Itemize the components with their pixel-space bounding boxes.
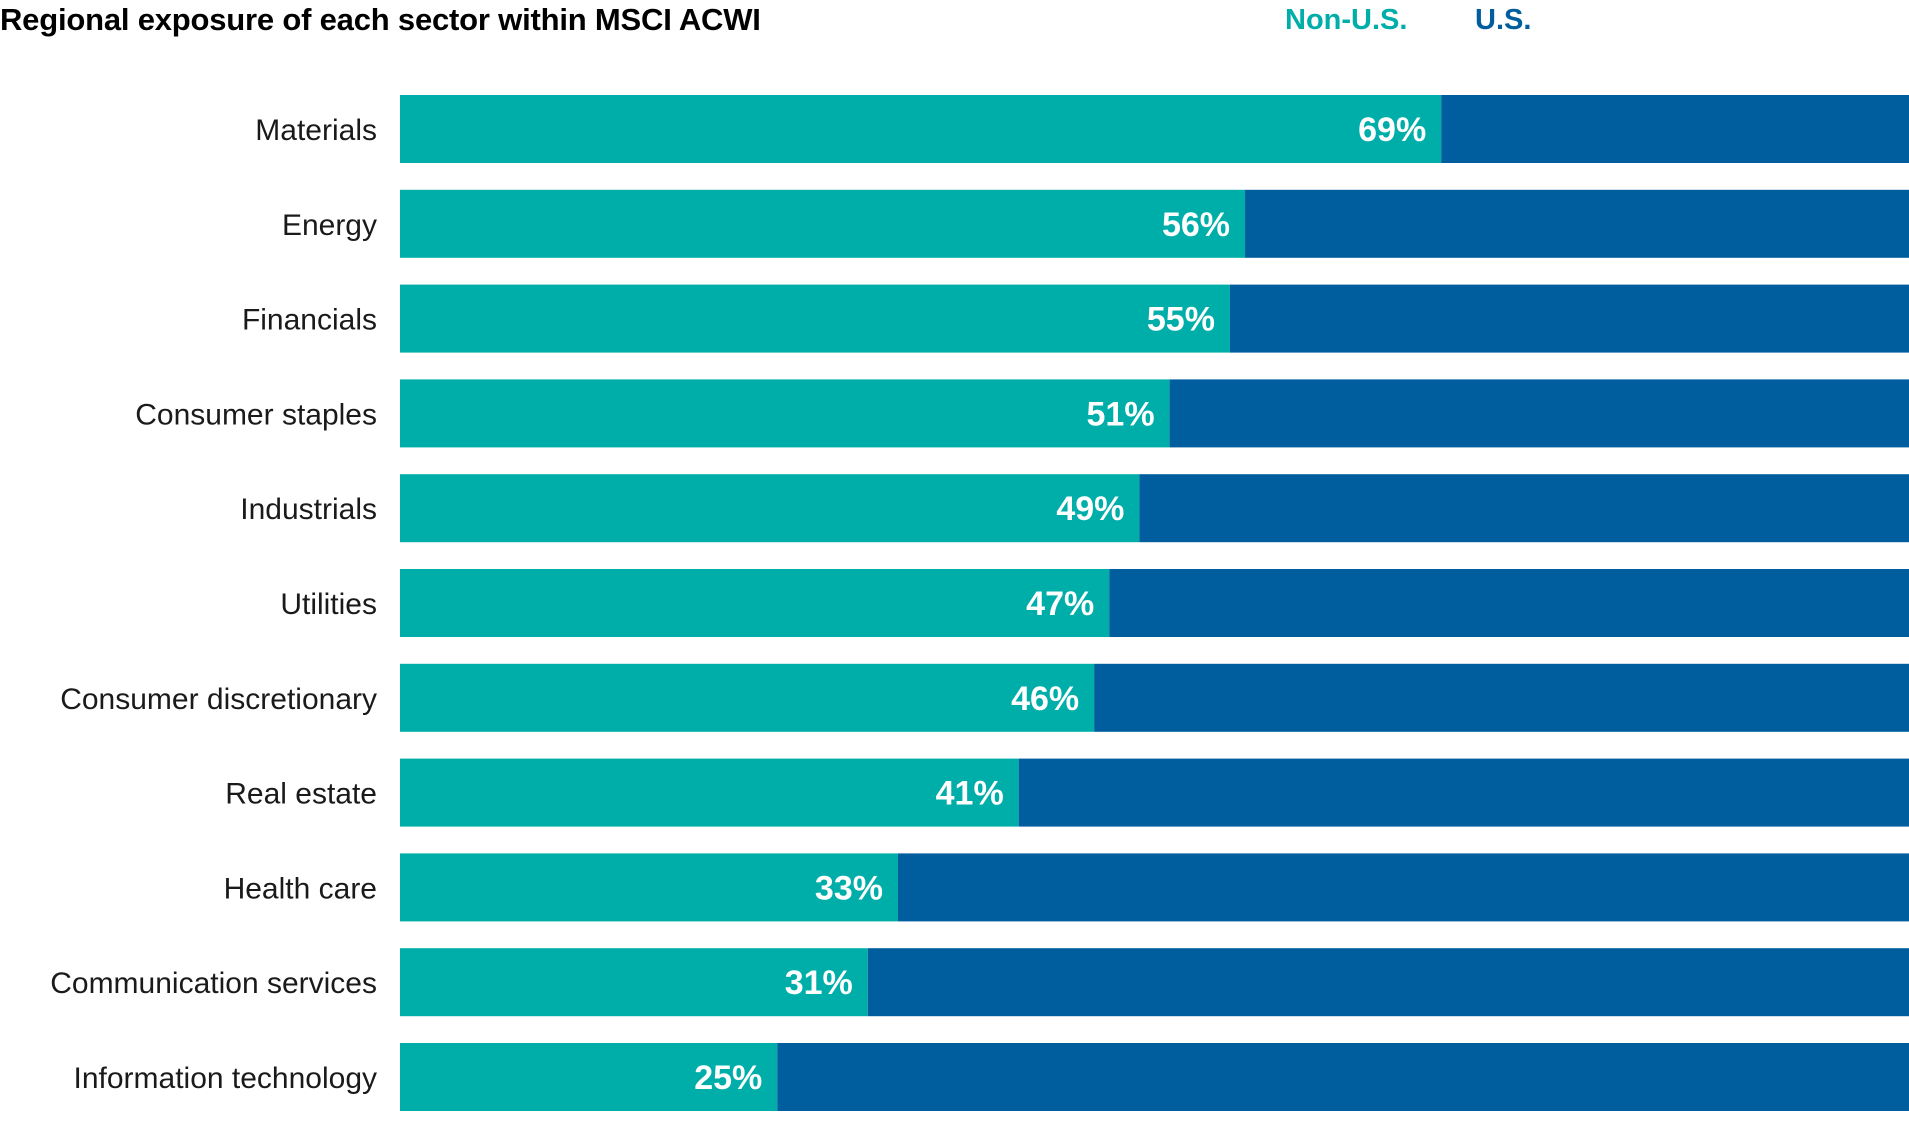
- bar-us: [1245, 189, 1909, 258]
- category-label: Utilities: [280, 588, 377, 621]
- category-label: Financials: [242, 304, 377, 337]
- bar-value-label: 69%: [1358, 111, 1426, 149]
- bar-non-us: [400, 1043, 778, 1111]
- bar-non-us: [400, 189, 1246, 258]
- bar-value-label: 55%: [1147, 301, 1215, 339]
- bar-value-label: 47%: [1026, 585, 1094, 623]
- category-label: Consumer staples: [135, 398, 377, 431]
- bar-us: [1441, 95, 1909, 163]
- bar-us: [897, 853, 1909, 922]
- bar-us: [867, 948, 1909, 1017]
- bar-value-label: 31%: [785, 964, 853, 1002]
- bar-us: [1109, 569, 1909, 637]
- chart-title: Regional exposure of each sector within …: [0, 2, 761, 37]
- bar-non-us: [400, 284, 1230, 353]
- category-label: Communication services: [50, 967, 377, 1000]
- bar-value-label: 46%: [1011, 680, 1079, 718]
- bar-non-us: [400, 379, 1170, 448]
- category-label: Consumer discretionary: [60, 683, 377, 716]
- bar-us: [1169, 379, 1909, 448]
- bar-non-us: [400, 569, 1110, 637]
- bar-us: [1229, 284, 1909, 353]
- bar-value-label: 33%: [815, 869, 883, 907]
- category-label: Real estate: [225, 778, 377, 811]
- bar-non-us: [400, 474, 1140, 543]
- legend-us: U.S.: [1475, 4, 1532, 36]
- category-label: Information technology: [73, 1062, 377, 1095]
- category-label: Energy: [282, 209, 377, 242]
- bar-us: [777, 1043, 1909, 1111]
- bar-non-us: [400, 95, 1442, 163]
- category-label: Health care: [224, 872, 377, 905]
- bar-value-label: 25%: [694, 1059, 762, 1097]
- bar-non-us: [400, 758, 1019, 827]
- bar-value-label: 41%: [936, 775, 1004, 813]
- bar-us: [1139, 474, 1909, 543]
- bar-value-label: 49%: [1056, 490, 1124, 528]
- legend-non-us: Non-U.S.: [1285, 4, 1408, 36]
- bar-non-us: [400, 663, 1095, 732]
- bar-non-us: [400, 853, 898, 922]
- bar-value-label: 51%: [1087, 395, 1155, 433]
- bar-non-us: [400, 948, 868, 1017]
- category-label: Materials: [255, 114, 377, 147]
- category-label: Industrials: [240, 493, 377, 526]
- bar-us: [1094, 663, 1909, 732]
- bar-us: [1018, 758, 1909, 827]
- bar-value-label: 56%: [1162, 206, 1230, 244]
